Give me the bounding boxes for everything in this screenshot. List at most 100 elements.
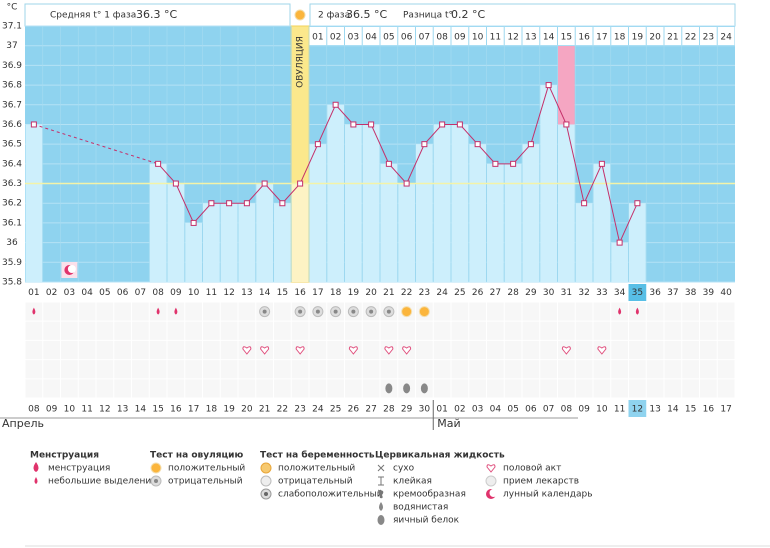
- icon-dot: [264, 492, 268, 496]
- symbol-cell: [593, 379, 611, 398]
- temperature-column: [345, 124, 362, 282]
- icon-dot: [154, 479, 158, 483]
- icon-intercourse: [384, 346, 394, 355]
- symbol-cell: [646, 302, 664, 321]
- temperature-column: [433, 124, 451, 282]
- date-label: 15: [685, 405, 696, 415]
- symbol-cell: [700, 340, 717, 360]
- symbol-cell: [646, 340, 664, 360]
- symbol-cell: [487, 321, 504, 340]
- icon-lunar-cut: [489, 489, 498, 497]
- symbol-cell: [96, 302, 114, 321]
- symbol-cell: [504, 379, 522, 398]
- temperature-point: [581, 200, 588, 207]
- symbol-cell: [504, 340, 522, 360]
- luteal-cell: [540, 27, 557, 45]
- date-label: 13: [117, 405, 128, 415]
- symbol-cell: [61, 302, 78, 321]
- cycle-day-label: 26: [472, 288, 484, 298]
- icon-spotting: [635, 307, 639, 315]
- icon-spotting: [618, 307, 622, 315]
- temperature-column: [362, 124, 380, 282]
- symbol-cell: [522, 360, 540, 379]
- temperature-point: [634, 200, 641, 207]
- symbol-cell: [558, 321, 575, 340]
- icon-dot: [333, 309, 338, 314]
- icon-intercourse: [561, 346, 571, 355]
- temperature-point: [545, 82, 552, 89]
- legend-item: водянистая: [393, 503, 448, 513]
- symbol-cell: [61, 379, 78, 398]
- symbol-cell: [167, 360, 185, 379]
- symbol-cell: [274, 321, 291, 340]
- symbol-cell: [238, 360, 256, 379]
- luteal-day-label: 08: [436, 33, 448, 43]
- icon-dot: [262, 309, 267, 314]
- symbol-cell: [114, 379, 131, 398]
- date-label: 10: [64, 405, 76, 415]
- temperature-point: [368, 121, 375, 128]
- date-label: 22: [277, 405, 288, 415]
- icon-dot: [351, 309, 356, 314]
- date-label: 09: [46, 405, 58, 415]
- symbol-cell: [345, 379, 362, 398]
- symbol-cell: [558, 379, 575, 398]
- temperature-point: [190, 219, 197, 226]
- legend-item: яичный белок: [393, 516, 460, 526]
- temperature-point: [421, 141, 428, 148]
- symbol-cell: [433, 340, 451, 360]
- temperature-point: [314, 141, 321, 148]
- symbol-cell: [149, 321, 167, 340]
- y-tick-label: 36.1: [2, 218, 22, 228]
- temperature-point: [527, 141, 534, 148]
- symbol-cell: [629, 379, 646, 398]
- symbol-cell: [327, 321, 344, 340]
- luteal-day-label: 01: [312, 33, 323, 43]
- y-tick-label: 36: [6, 238, 18, 248]
- date-label: 30: [419, 405, 431, 415]
- symbol-cell: [43, 302, 60, 321]
- symbol-cell: [185, 379, 202, 398]
- cycle-day-label: 22: [401, 288, 412, 298]
- luteal-cell: [504, 27, 522, 45]
- temperature-column: [558, 124, 575, 282]
- legend-item: прием лекарств: [503, 477, 579, 487]
- date-label: 01: [436, 405, 447, 415]
- y-tick-label: 35.8: [2, 278, 22, 288]
- symbol-cell: [664, 379, 682, 398]
- symbol-cell: [149, 340, 167, 360]
- temperature-column: [185, 222, 202, 282]
- symbol-cell: [345, 360, 362, 379]
- temperature-line: [157, 83, 638, 245]
- icon-sticky: [378, 476, 384, 486]
- icon-intercourse: [295, 346, 305, 355]
- symbol-cell: [167, 379, 185, 398]
- temperature-point: [279, 200, 286, 207]
- luteal-cell: [433, 27, 451, 45]
- symbol-cell: [540, 360, 557, 379]
- symbol-cell: [540, 302, 557, 321]
- luteal-cell: [345, 27, 362, 45]
- date-label: 17: [720, 405, 731, 415]
- cycle-day-label: 36: [649, 288, 661, 298]
- symbol-cell: [469, 360, 486, 379]
- luteal-day-label: 09: [454, 33, 466, 43]
- temperature-column: [256, 183, 273, 282]
- luteal-day-label: 18: [614, 33, 626, 43]
- symbol-cell: [78, 379, 96, 398]
- symbol-cell: [291, 360, 309, 379]
- temperature-point: [439, 121, 446, 128]
- symbol-cell: [700, 379, 717, 398]
- symbol-cell: [185, 321, 202, 340]
- date-label: 06: [525, 405, 537, 415]
- symbol-cell: [433, 379, 451, 398]
- symbol-cell: [78, 340, 96, 360]
- symbol-cell: [203, 321, 220, 340]
- symbol-cell: [274, 379, 291, 398]
- temperature-point: [403, 180, 410, 187]
- icon-intercourse: [486, 464, 496, 473]
- temperature-point: [261, 180, 268, 187]
- luteal-cell: [451, 27, 469, 45]
- symbol-cell: [96, 379, 114, 398]
- symbol-cell: [114, 340, 131, 360]
